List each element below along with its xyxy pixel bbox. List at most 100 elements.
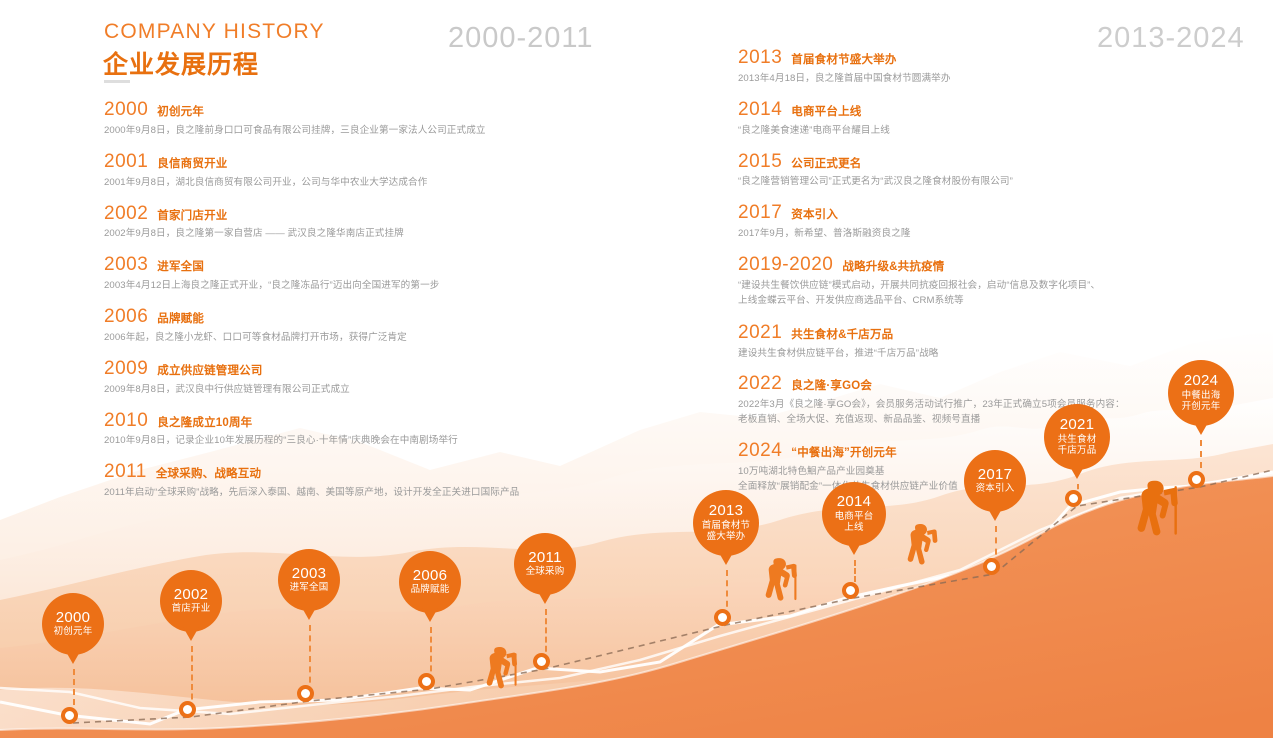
timeline-node-2006[interactable] — [418, 673, 435, 690]
timeline-entry-year: 2017 — [738, 202, 783, 224]
pin-connector-line — [995, 526, 997, 566]
mountain-front — [0, 476, 1273, 738]
pin-bubble[interactable]: 2002 首店开业 — [160, 570, 222, 632]
timeline-node-2014[interactable] — [842, 582, 859, 599]
timeline-entry-header: 2019-2020 战略升级&共抗疫情 — [738, 254, 1238, 276]
timeline-entry: 2011 全球采购、战略互动 2011年启动“全球采购”战略，先后深入泰国、越南、美… — [104, 461, 584, 501]
timeline-entry-title: 良信商贸开业 — [157, 157, 228, 170]
timeline-pin-2002[interactable]: 2002 首店开业 — [160, 570, 222, 632]
timeline-column-right: 2013 首届食材节盛大举办 2013年4月18日，良之隆首届中国食材节圆满举办 20… — [738, 47, 1238, 508]
timeline-entry: 2019-2020 战略升级&共抗疫情 “建设共生餐饮供应链”模式启动，开展共同抗疫… — [738, 254, 1238, 309]
timeline-entry-header: 2000 初创元年 — [104, 99, 584, 121]
timeline-entry-year: 2015 — [738, 150, 783, 172]
pin-bubble[interactable]: 2000 初创元年 — [42, 593, 104, 655]
timeline-node-2003[interactable] — [297, 685, 314, 702]
timeline-entry-title: 全球采购、战略互动 — [155, 468, 262, 481]
timeline-node-2017[interactable] — [983, 558, 1000, 575]
page-title-en: COMPANY HISTORY — [104, 20, 325, 43]
pin-subtitle-label: 电商平台 上线 — [834, 510, 874, 534]
timeline-entry-year: 2010 — [104, 409, 149, 431]
pin-bubble[interactable]: 2011 全球采购 — [514, 533, 576, 595]
pin-year-label: 2003 — [291, 564, 327, 582]
pin-year-label: 2021 — [1059, 415, 1095, 433]
timeline-node-2013[interactable] — [714, 609, 731, 626]
timeline-pin-2013[interactable]: 2013 首届食材节 盛大举办 — [693, 490, 759, 556]
timeline-entry-year: 2001 — [104, 150, 149, 172]
year-range-left: 2000-2011 — [448, 22, 594, 54]
timeline-node-2011[interactable] — [533, 653, 550, 670]
timeline-entry-title: 进军全国 — [157, 261, 205, 274]
timeline-pin-2021[interactable]: 2021 共生食材 千店万品 — [1044, 404, 1110, 470]
timeline-entry-header: 2015 公司正式更名 — [738, 150, 1238, 173]
timeline-pin-2000[interactable]: 2000 初创元年 — [42, 593, 104, 655]
pin-bubble[interactable]: 2014 电商平台 上线 — [822, 482, 886, 546]
timeline-entry-description: “良之隆营销管理公司”正式更名为“武汉良之隆食材股份有限公司” — [738, 176, 1013, 188]
hiker-icon-2 — [765, 558, 797, 601]
year-range-right: 2013-2024 — [1097, 22, 1245, 54]
pin-connector-line — [191, 646, 193, 709]
timeline-entry-header: 2009 成立供应链管理公司 — [104, 357, 584, 380]
timeline-entry-header: 2024 “中餐出海”开创元年 — [738, 440, 1238, 462]
timeline-entry-title: 共生食材&千店万品 — [791, 328, 894, 341]
timeline-entry: 2009 成立供应链管理公司 2009年8月8日，武汉良中行供应链管理有限公司正式成… — [104, 357, 584, 398]
timeline-entry-description: 2001年9月8日，湖北良信商贸有限公司开业，公司与华中农业大学达成合作 — [104, 176, 428, 188]
pin-bubble[interactable]: 2003 进军全国 — [278, 549, 340, 611]
timeline-pin-2006[interactable]: 2006 品牌赋能 — [399, 551, 461, 613]
timeline-entry-header: 2003 进军全国 — [104, 254, 584, 276]
timeline-entry-header: 2001 良信商贸开业 — [104, 150, 584, 173]
timeline-entry-year: 2014 — [738, 98, 783, 120]
timeline-entry-title: 电商平台上线 — [791, 105, 862, 118]
pin-year-label: 2011 — [528, 548, 562, 566]
timeline-pin-2017[interactable]: 2017 资本引入 — [964, 450, 1026, 512]
timeline-entry: 2013 首届食材节盛大举办 2013年4月18日，良之隆首届中国食材节圆满举办 — [738, 47, 1238, 87]
timeline-entry-header: 2011 全球采购、战略互动 — [104, 461, 584, 483]
pin-subtitle-label: 资本引入 — [975, 483, 1015, 495]
timeline-pin-2011[interactable]: 2011 全球采购 — [514, 533, 576, 595]
pin-connector-line — [309, 625, 311, 693]
pin-bubble[interactable]: 2024 中餐出海 开创元年 — [1168, 360, 1234, 426]
hiker-icon-4 — [1137, 480, 1178, 536]
pin-subtitle-label: 首店开业 — [171, 603, 211, 615]
pin-bubble[interactable]: 2013 首届食材节 盛大举办 — [693, 490, 759, 556]
timeline-entry-description: 2006年起，良之隆小龙虾、口口可等食材品牌打开市场，获得广泛肯定 — [104, 331, 407, 343]
pin-subtitle-label: 中餐出海 开创元年 — [1181, 389, 1221, 413]
pin-year-label: 2002 — [173, 585, 209, 603]
timeline-entry-description: 2002年9月8日，良之隆第一家自营店 —— 武汉良之隆华南店正式挂牌 — [104, 228, 404, 240]
timeline-node-2021[interactable] — [1065, 490, 1082, 507]
pin-bubble[interactable]: 2017 资本引入 — [964, 450, 1026, 512]
pin-year-label: 2006 — [412, 566, 448, 584]
timeline-entry-year: 2009 — [104, 357, 149, 379]
timeline-pin-2024[interactable]: 2024 中餐出海 开创元年 — [1168, 360, 1234, 426]
timeline-entry-year: 2003 — [104, 254, 149, 276]
timeline-entry-title: 初创元年 — [157, 106, 205, 118]
timeline-entry-header: 2021 共生食材&千店万品 — [738, 322, 1238, 344]
pin-bubble[interactable]: 2021 共生食材 千店万品 — [1044, 404, 1110, 470]
timeline-entry-year: 2011 — [104, 461, 147, 483]
timeline-entry-title: 公司正式更名 — [791, 157, 862, 170]
pin-year-label: 2013 — [708, 501, 744, 519]
timeline-entry-header: 2006 品牌赋能 — [104, 306, 584, 328]
timeline-pin-2014[interactable]: 2014 电商平台 上线 — [822, 482, 886, 546]
timeline-entry: 2000 初创元年 2000年9月8日，良之隆前身口口可食品有限公司挂牌，三良企业第… — [104, 99, 584, 139]
pin-bubble[interactable]: 2006 品牌赋能 — [399, 551, 461, 613]
timeline-entry-description: 2003年4月12日上海良之隆正式开业，“良之隆冻品行”迈出向全国进军的第一步 — [104, 280, 440, 292]
timeline-entry-title: 首届食材节盛大举办 — [791, 54, 897, 66]
timeline-entry-year: 2000 — [104, 99, 149, 120]
timeline-node-2002[interactable] — [179, 701, 196, 718]
pin-subtitle-label: 品牌赋能 — [410, 584, 450, 596]
timeline-entry: 2003 进军全国 2003年4月12日上海良之隆正式开业，“良之隆冻品行”迈出向全… — [104, 254, 584, 294]
timeline-entry-description: 2022年3月《良之隆·享GO会》，会员服务活动试行推广，23年正式确立5项会员… — [738, 399, 1125, 426]
timeline-entry-title: 成立供应链管理公司 — [157, 364, 263, 377]
timeline-entry: 2015 公司正式更名 “良之隆营销管理公司”正式更名为“武汉良之隆食材股份有限公司… — [738, 150, 1238, 191]
timeline-node-2024[interactable] — [1188, 471, 1205, 488]
timeline-entry-header: 2002 首家门店开业 — [104, 203, 584, 225]
timeline-pin-2003[interactable]: 2003 进军全国 — [278, 549, 340, 611]
pin-connector-line — [1200, 440, 1202, 479]
timeline-entry-description: “建设共生餐饮供应链”模式启动，开展共同抗疫回报社会，启动“信息及数字化项目”、… — [738, 279, 1101, 306]
timeline-entry: 2022 良之隆·享GO会 2022年3月《良之隆·享GO会》，会员服务活动试行推广… — [738, 373, 1238, 428]
timeline-node-2000[interactable] — [61, 707, 78, 724]
timeline-entry-title: 首家门店开业 — [157, 209, 228, 222]
pin-subtitle-label: 进军全国 — [289, 582, 329, 594]
pin-subtitle-label: 全球采购 — [525, 566, 565, 578]
